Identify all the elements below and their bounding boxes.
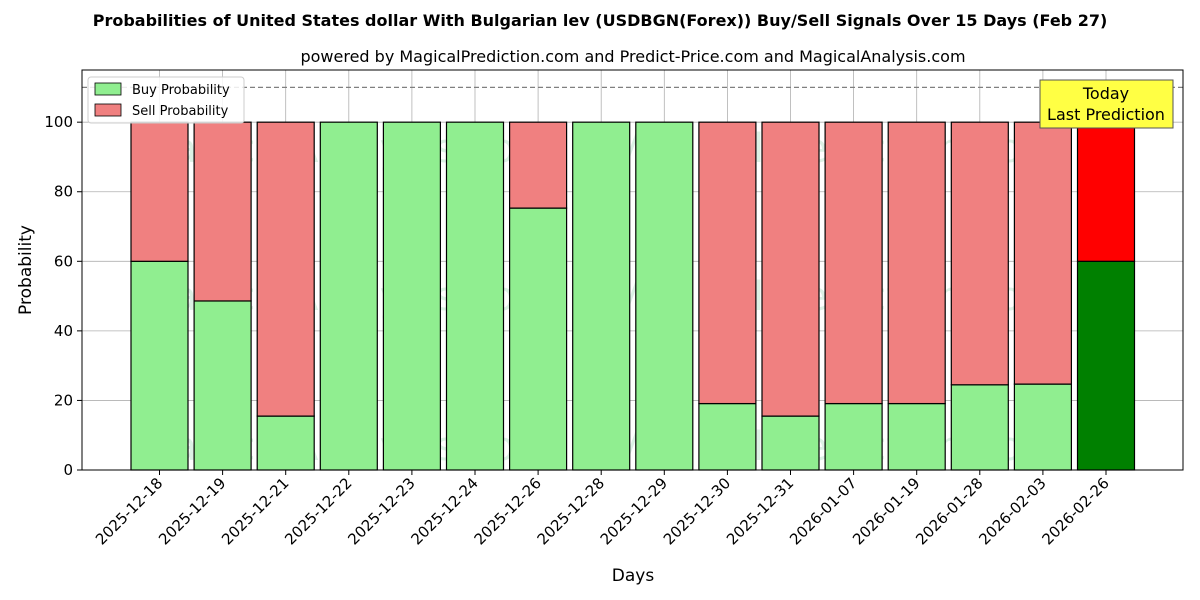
bar-buy bbox=[1076, 260, 1136, 471]
y-tick-label: 80 bbox=[54, 183, 73, 201]
x-tick-label: 2026-01-19 bbox=[849, 474, 923, 548]
bar-sell bbox=[256, 121, 315, 417]
bar-sell bbox=[761, 121, 820, 417]
x-tick-label: 2026-01-07 bbox=[786, 474, 860, 548]
x-tick-label: 2025-12-18 bbox=[92, 474, 166, 548]
bar-sell bbox=[887, 121, 946, 405]
x-tick-label: 2025-12-21 bbox=[218, 474, 292, 548]
bar-buy bbox=[1013, 383, 1073, 471]
bar-buy bbox=[256, 415, 315, 471]
y-tick-label: 20 bbox=[54, 391, 73, 409]
bar-buy bbox=[382, 121, 441, 471]
y-axis: 0 20 40 60 80 100 bbox=[44, 113, 82, 479]
bar-sell bbox=[193, 121, 252, 302]
bar-buy bbox=[950, 384, 1009, 471]
x-tick-label: 2025-12-22 bbox=[281, 474, 355, 548]
y-tick-label: 60 bbox=[54, 252, 73, 270]
bar-sell bbox=[824, 121, 883, 405]
bar-buy bbox=[445, 121, 505, 471]
bar-buy bbox=[130, 260, 189, 471]
bar-sell bbox=[1076, 121, 1136, 262]
bar-buy bbox=[698, 402, 757, 471]
x-tick-label: 2025-12-24 bbox=[407, 474, 481, 548]
bars bbox=[130, 121, 1136, 471]
x-tick-label: 2026-01-28 bbox=[912, 474, 986, 548]
bar-buy bbox=[761, 415, 820, 471]
chart-title: Probabilities of United States dollar Wi… bbox=[93, 11, 1108, 30]
x-tick-label: 2025-12-29 bbox=[597, 474, 671, 548]
y-tick-label: 0 bbox=[63, 461, 73, 479]
bar-sell bbox=[1013, 121, 1073, 385]
x-tick-label: 2026-02-03 bbox=[975, 474, 1049, 548]
x-tick-label: 2025-12-26 bbox=[471, 474, 545, 548]
x-tick-label: 2026-02-26 bbox=[1038, 474, 1112, 548]
bar-sell bbox=[130, 121, 189, 262]
x-axis: 2025-12-182025-12-192025-12-212025-12-22… bbox=[92, 470, 1113, 548]
bar-buy bbox=[887, 402, 946, 471]
legend-label-buy: Buy Probability bbox=[132, 83, 230, 98]
bar-buy bbox=[635, 121, 694, 471]
bar-buy bbox=[319, 121, 378, 471]
bar-sell bbox=[698, 121, 757, 405]
bar-sell bbox=[950, 121, 1009, 386]
chart-subtitle: powered by MagicalPrediction.com and Pre… bbox=[300, 47, 965, 66]
x-tick-label: 2025-12-28 bbox=[534, 474, 608, 548]
legend-swatch-sell bbox=[94, 103, 122, 117]
bar-buy bbox=[572, 121, 631, 471]
bar-buy bbox=[193, 300, 252, 471]
x-tick-label: 2025-12-30 bbox=[660, 474, 734, 548]
y-tick-label: 40 bbox=[54, 322, 73, 340]
bar-sell bbox=[509, 121, 568, 209]
annotation-line2: Last Prediction bbox=[1047, 105, 1165, 124]
x-tick-label: 2025-12-23 bbox=[344, 474, 418, 548]
x-tick-label: 2025-12-19 bbox=[155, 474, 229, 548]
annotation-line1: Today bbox=[1082, 84, 1129, 103]
legend-box bbox=[87, 76, 245, 124]
legend-swatch-buy bbox=[94, 82, 122, 96]
plot-frame bbox=[81, 69, 1184, 471]
y-axis-label: Probability bbox=[16, 225, 36, 315]
today-annotation: Today Last Prediction bbox=[1039, 79, 1174, 129]
bar-buy bbox=[824, 402, 883, 471]
x-tick-label: 2025-12-31 bbox=[723, 474, 797, 548]
legend-label-sell: Sell Probability bbox=[132, 104, 229, 119]
y-tick-label: 100 bbox=[44, 113, 73, 131]
x-axis-label: Days bbox=[612, 566, 655, 586]
annotation-box bbox=[1039, 79, 1174, 129]
bar-buy bbox=[509, 207, 568, 471]
legend: Buy Probability Sell Probability bbox=[87, 76, 245, 124]
